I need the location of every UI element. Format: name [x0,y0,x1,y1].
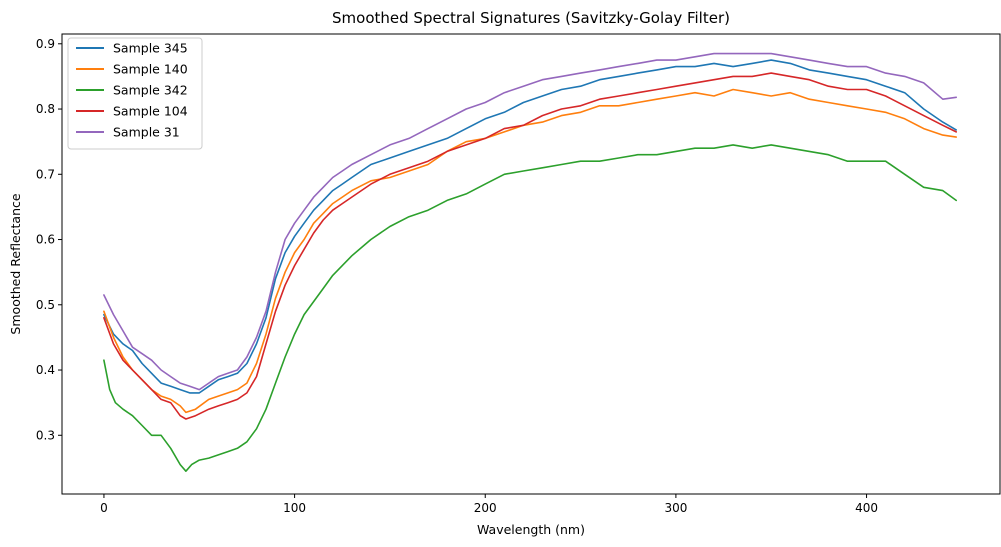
series-layer [103,52,957,472]
legend-label: Sample 104 [113,104,188,119]
y-tick-label: 0.5 [36,298,55,312]
y-axis: 0.3 0.4 0.5 0.6 0.7 0.8 0.9 [36,37,62,442]
legend-label: Sample 345 [113,41,188,56]
legend-item: Sample 342 [76,83,188,98]
legend-box [67,37,203,150]
x-tick-label: 300 [664,501,687,515]
y-tick-label: 0.8 [36,102,55,116]
legend-label: Sample 140 [113,62,188,77]
x-tick-label: 400 [855,501,878,515]
x-tick-label: 100 [283,501,306,515]
series-line-2 [103,88,957,414]
y-tick-label: 0.4 [36,363,55,377]
plot-frame [61,33,1001,495]
y-tick-label: 0.3 [36,428,55,442]
legend-label: Sample 342 [113,83,188,98]
y-axis-label: Smoothed Reflectance [8,193,23,334]
legend-label: Sample 31 [113,125,180,140]
chart-title: Smoothed Spectral Signatures (Savitzky-G… [332,9,730,27]
series-line-1 [103,59,957,394]
y-tick-label: 0.7 [36,167,55,181]
x-tick-label: 200 [474,501,497,515]
legend-item: Sample 31 [76,125,180,140]
y-tick-label: 0.6 [36,233,55,247]
y-tick-label: 0.9 [36,37,55,51]
legend-item: Sample 345 [76,41,188,56]
series-line-3 [103,144,957,472]
legend-item: Sample 140 [76,62,188,77]
series-line-5 [103,52,957,391]
legend: Sample 345 Sample 140 Sample 342 Sample 104… [67,37,203,150]
series-line-4 [103,72,957,420]
legend-item: Sample 104 [76,104,188,119]
x-axis-label: Wavelength (nm) [477,522,585,537]
x-tick-label: 0 [100,501,108,515]
x-axis: 0 100 200 300 400 [100,494,878,515]
